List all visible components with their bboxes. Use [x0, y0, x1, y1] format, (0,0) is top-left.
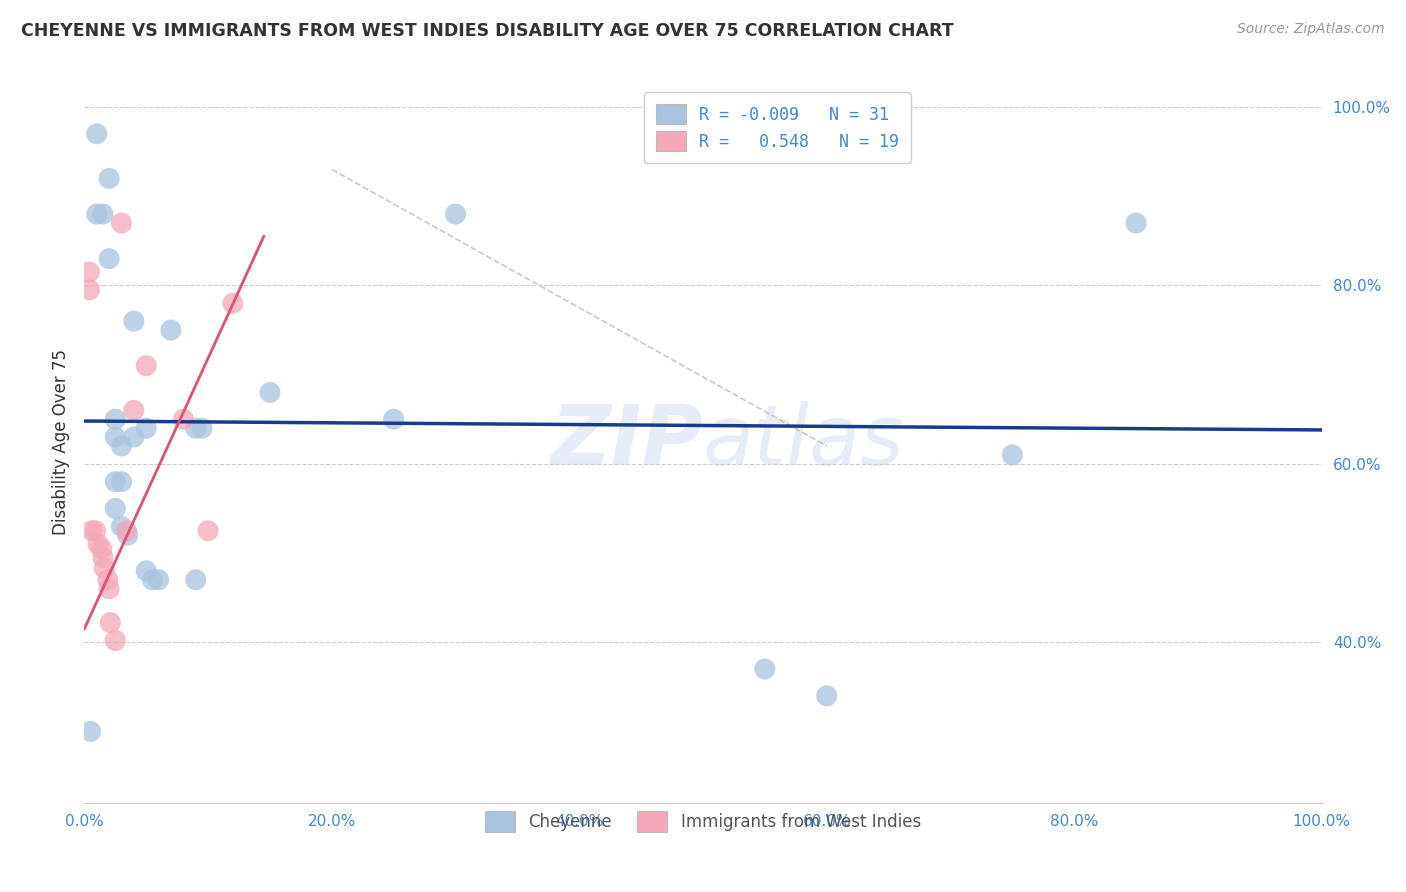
- Point: [79, 724, 101, 739]
- Text: atlas: atlas: [703, 401, 904, 482]
- Point: [104, 430, 127, 444]
- Text: CHEYENNE VS IMMIGRANTS FROM WEST INDIES DISABILITY AGE OVER 75 CORRELATION CHART: CHEYENNE VS IMMIGRANTS FROM WEST INDIES …: [21, 22, 953, 40]
- Point: [754, 662, 776, 676]
- Point: [1001, 448, 1024, 462]
- Point: [382, 412, 405, 426]
- Point: [80, 524, 103, 538]
- Y-axis label: Disability Age Over 75: Disability Age Over 75: [52, 349, 70, 534]
- Point: [135, 359, 157, 373]
- Point: [98, 615, 121, 630]
- Point: [104, 412, 127, 426]
- Point: [93, 561, 115, 575]
- Point: [97, 573, 120, 587]
- Text: Source: ZipAtlas.com: Source: ZipAtlas.com: [1237, 22, 1385, 37]
- Point: [172, 412, 194, 426]
- Point: [148, 573, 170, 587]
- Point: [104, 475, 127, 489]
- Point: [184, 421, 207, 435]
- Point: [135, 564, 157, 578]
- Point: [91, 550, 114, 565]
- Point: [222, 296, 245, 310]
- Point: [84, 524, 107, 538]
- Point: [259, 385, 281, 400]
- Point: [444, 207, 467, 221]
- Point: [98, 252, 121, 266]
- Point: [90, 541, 112, 556]
- Point: [197, 524, 219, 538]
- Point: [815, 689, 838, 703]
- Legend: Cheyenne, Immigrants from West Indies: Cheyenne, Immigrants from West Indies: [472, 798, 934, 845]
- Point: [86, 127, 108, 141]
- Point: [104, 633, 127, 648]
- Point: [110, 475, 132, 489]
- Point: [115, 524, 138, 538]
- Point: [122, 403, 145, 417]
- Point: [110, 216, 132, 230]
- Point: [1125, 216, 1147, 230]
- Point: [91, 207, 114, 221]
- Point: [110, 519, 132, 533]
- Point: [87, 537, 110, 551]
- Point: [86, 207, 108, 221]
- Point: [110, 439, 132, 453]
- Point: [117, 528, 139, 542]
- Text: ZIP: ZIP: [550, 401, 703, 482]
- Point: [98, 171, 121, 186]
- Point: [160, 323, 183, 337]
- Point: [79, 265, 101, 279]
- Point: [141, 573, 163, 587]
- Point: [79, 283, 101, 297]
- Point: [122, 430, 145, 444]
- Point: [135, 421, 157, 435]
- Point: [122, 314, 145, 328]
- Point: [191, 421, 214, 435]
- Point: [98, 582, 121, 596]
- Point: [184, 573, 207, 587]
- Point: [104, 501, 127, 516]
